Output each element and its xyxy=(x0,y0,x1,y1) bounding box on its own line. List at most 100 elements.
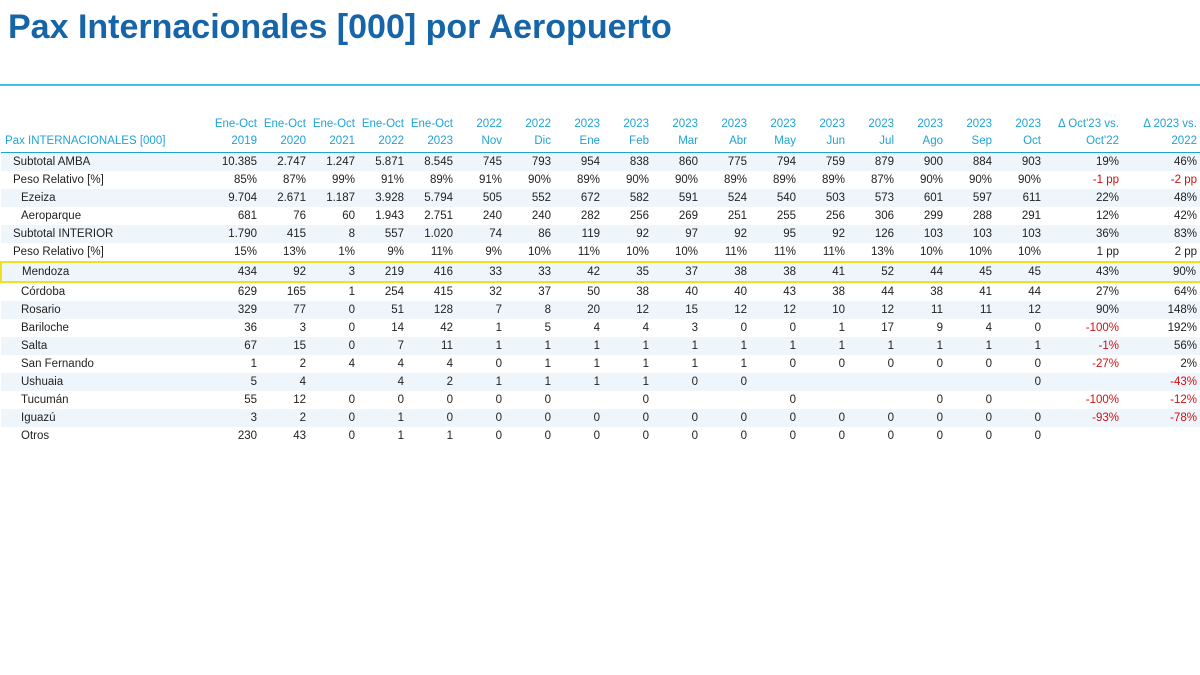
cell: 0 xyxy=(996,373,1045,391)
column-header-bottom: Ago xyxy=(922,135,943,147)
cell: 0 xyxy=(495,430,502,442)
cell: 0 xyxy=(789,394,796,406)
column-header-top: Ene-Oct xyxy=(312,118,355,130)
table-row: Subtotal INTERIOR 1.790 415 8 557 1.020 74 86 11… xyxy=(1,225,1200,243)
cell: 601 xyxy=(898,189,947,207)
table-row: Bariloche 36 3 0 14 42 1 5 4 4 3 0 0 1 17 9 4 0 -100% 192% xyxy=(1,319,1200,337)
cell: 299 xyxy=(923,210,943,222)
cell: 42 xyxy=(440,322,453,334)
cell: 90% xyxy=(919,174,943,186)
cell: 20 xyxy=(555,301,604,319)
column-header-bottom: Mar xyxy=(678,135,698,147)
cell xyxy=(800,391,849,409)
cell: 0 xyxy=(1034,358,1041,370)
column-header: Ene-Oct 2020 xyxy=(261,116,310,153)
cell: 557 xyxy=(359,225,408,243)
cell: 611 xyxy=(996,189,1045,207)
cell: 89% xyxy=(772,174,796,186)
cell: 35 xyxy=(604,261,653,283)
cell: 269 xyxy=(678,210,698,222)
cell: 3 xyxy=(299,322,306,334)
column-header: 2023 Ago xyxy=(898,116,947,153)
cell: 37 xyxy=(653,261,702,283)
cell: 14 xyxy=(391,322,404,334)
column-header-bottom: Feb xyxy=(629,135,649,147)
column-header-top: 2023 xyxy=(1015,118,1041,130)
cell: 629 xyxy=(237,286,257,298)
column-header: 2023 May xyxy=(751,116,800,153)
cell: 119 xyxy=(555,225,604,243)
cell: 1.020 xyxy=(408,225,457,243)
cell: 1 xyxy=(506,337,555,355)
cell: 954 xyxy=(555,152,604,171)
column-header-top: 2023 xyxy=(966,118,992,130)
cell: 1.247 xyxy=(310,152,359,171)
cell: 38 xyxy=(751,261,800,283)
cell: 7 xyxy=(359,337,408,355)
row-label: Mendoza xyxy=(0,261,212,283)
cell: 0 xyxy=(985,430,992,442)
cell: 3 xyxy=(691,322,698,334)
cell: 7 xyxy=(457,301,506,319)
cell: 91% xyxy=(380,174,404,186)
cell: 128 xyxy=(408,301,457,319)
cell: 0 xyxy=(593,430,600,442)
cell: -93% xyxy=(1045,409,1123,427)
cell: 5 xyxy=(212,373,261,391)
cell: 1 xyxy=(604,337,653,355)
column-header: 2023 Jun xyxy=(800,116,849,153)
cell: 0 xyxy=(408,409,457,427)
row-label: Subtotal INTERIOR xyxy=(1,225,212,243)
table-row: Salta 67 15 0 7 11 1 1 1 1 1 1 1 1 1 1 1 1 -1% 56% xyxy=(1,337,1200,355)
cell: 0 xyxy=(887,358,894,370)
cell: 11 xyxy=(408,337,457,355)
cell: 1 xyxy=(604,373,653,391)
cell: 0 xyxy=(348,430,355,442)
cell: 37 xyxy=(538,286,551,298)
column-header: Δ Oct'23 vs. Oct'22 xyxy=(1045,116,1123,153)
cell: 0 xyxy=(495,358,502,370)
column-header: 2023 Feb xyxy=(604,116,653,153)
cell: 38 xyxy=(636,286,649,298)
cell: 3 xyxy=(310,261,359,283)
cell: 0 xyxy=(506,409,555,427)
cell: 255 xyxy=(776,210,796,222)
cell: 505 xyxy=(457,189,506,207)
cell: 306 xyxy=(874,210,894,222)
cell: 0 xyxy=(604,409,653,427)
table-row: Córdoba 629 165 1 254 415 32 37 50 38 40 40 43 38 44 38… xyxy=(1,282,1200,301)
cell: 60 xyxy=(342,210,355,222)
cell: 44 xyxy=(881,286,894,298)
cell: 329 xyxy=(212,301,261,319)
cell: 19% xyxy=(1045,152,1123,171)
cell: 1 xyxy=(593,358,600,370)
column-header: Ene-Oct 2021 xyxy=(310,116,359,153)
cell: 12 xyxy=(293,394,306,406)
cell: 503 xyxy=(800,189,849,207)
cell: 11% xyxy=(773,246,796,258)
cell: 11% xyxy=(430,246,453,258)
cell: 86 xyxy=(506,225,555,243)
cell: -43% xyxy=(1123,373,1200,391)
cell: 12 xyxy=(996,301,1045,319)
cell: 9% xyxy=(387,246,404,258)
cell: 92 xyxy=(261,261,310,283)
cell: 13% xyxy=(870,246,894,258)
cell: 291 xyxy=(1021,210,1041,222)
cell: 0 xyxy=(800,409,849,427)
column-header-bottom: 2022 xyxy=(1171,135,1197,147)
cell xyxy=(996,391,1045,409)
row-label: Subtotal AMBA xyxy=(1,152,212,171)
cell: 1 xyxy=(849,337,898,355)
column-header-top: Ene-Oct xyxy=(263,118,306,130)
column-header-top: 2023 xyxy=(770,118,796,130)
cell: 56% xyxy=(1123,337,1200,355)
cell: 879 xyxy=(849,152,898,171)
cell: 103 xyxy=(898,225,947,243)
column-header: 2023 Ene xyxy=(555,116,604,153)
cell: 0 xyxy=(397,394,404,406)
cell: 89% xyxy=(821,174,845,186)
cell: 0 xyxy=(348,322,355,334)
cell xyxy=(555,391,604,409)
cell: 1% xyxy=(338,246,355,258)
